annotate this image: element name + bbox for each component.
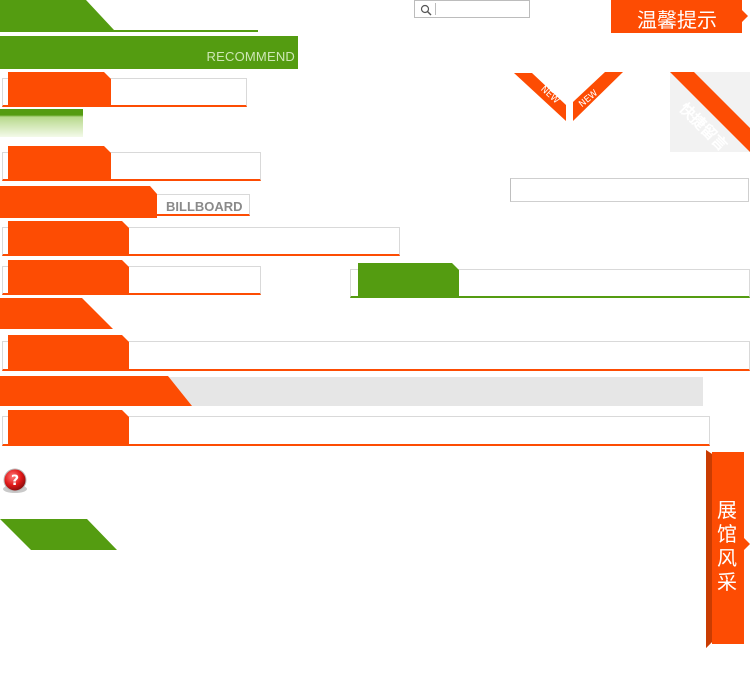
- quick-message-button[interactable]: 快捷留言: [670, 72, 750, 155]
- side-tab-label: 展馆风采: [717, 498, 737, 594]
- recommend-label: RECOMMEND: [206, 49, 295, 64]
- search-box[interactable]: [414, 0, 530, 18]
- search-divider: [435, 3, 436, 15]
- billboard-label: BILLBOARD: [166, 199, 243, 214]
- notice-label: 温馨提示: [637, 8, 717, 32]
- help-question-icon[interactable]: ?: [1, 467, 29, 495]
- search-icon[interactable]: [419, 2, 433, 16]
- side-vertical-tab[interactable]: 展馆风采: [706, 450, 750, 650]
- svg-text:?: ?: [11, 473, 19, 489]
- search-input[interactable]: [437, 1, 527, 17]
- green-gradient-block: [0, 109, 83, 137]
- right-text-box[interactable]: [510, 178, 749, 202]
- notice-button[interactable]: 温馨提示: [611, 0, 750, 33]
- recommend-bar: RECOMMEND: [0, 36, 298, 69]
